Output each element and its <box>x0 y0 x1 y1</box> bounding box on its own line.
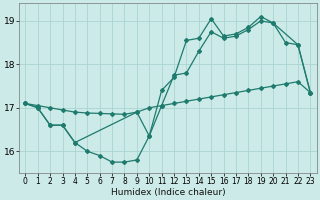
X-axis label: Humidex (Indice chaleur): Humidex (Indice chaleur) <box>110 188 225 197</box>
